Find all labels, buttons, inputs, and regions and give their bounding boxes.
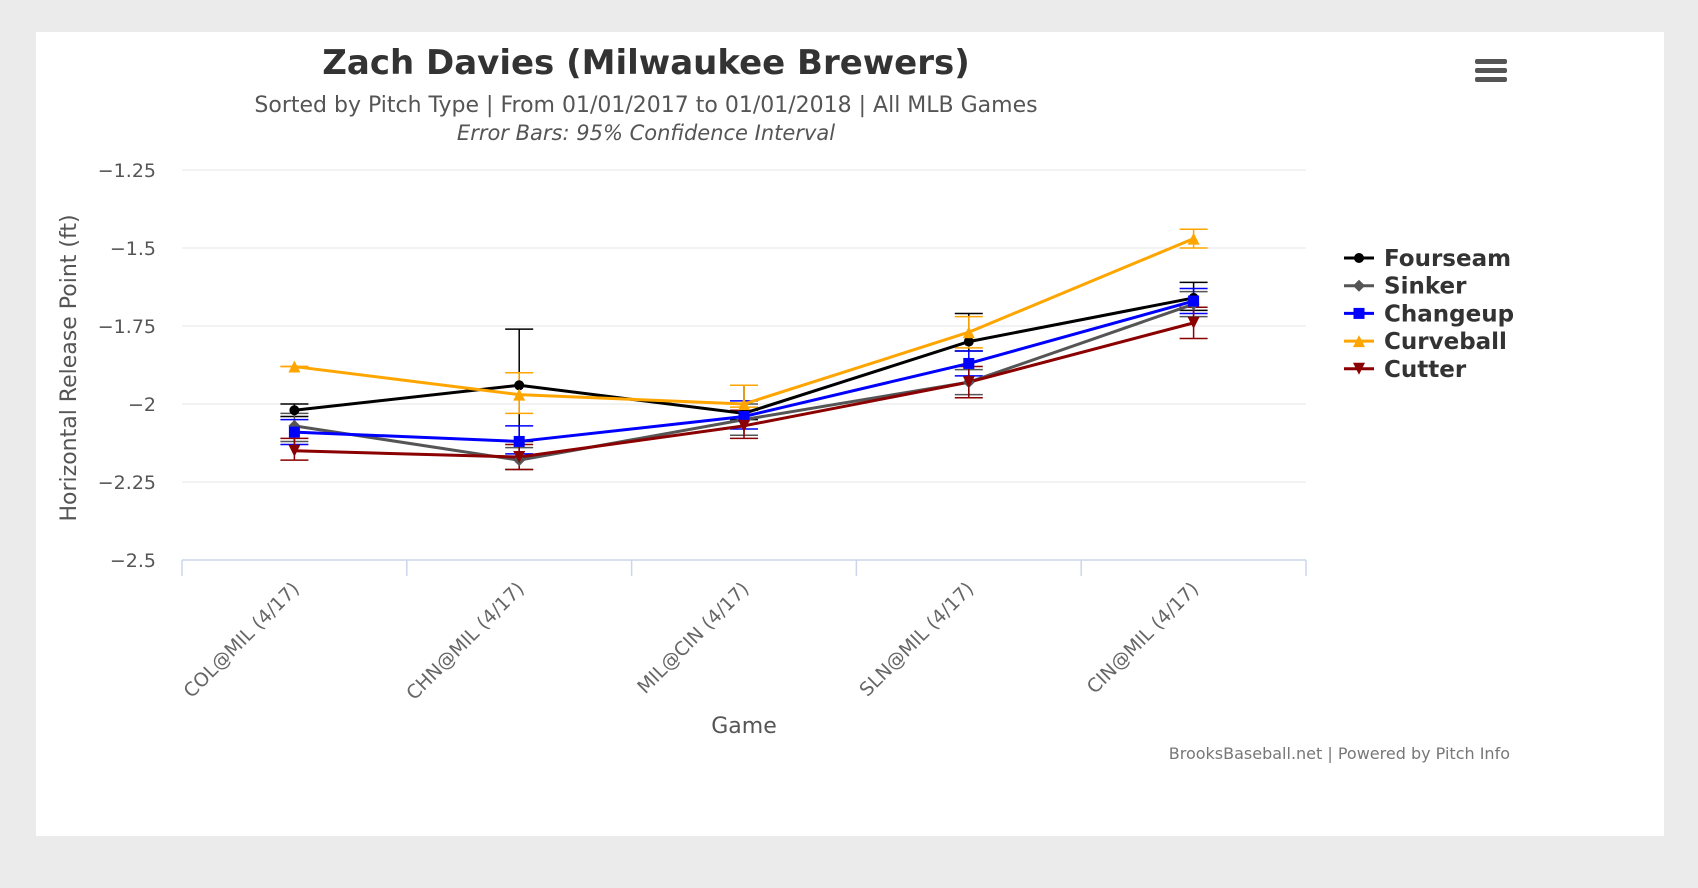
data-point <box>1353 335 1365 348</box>
error-bars <box>280 228 1208 471</box>
chart-subtitle-error-bars: Error Bars: 95% Confidence Interval <box>457 121 835 145</box>
legend-label: Changeup <box>1384 301 1514 327</box>
x-axis <box>181 559 1307 576</box>
legend-item[interactable]: Cutter <box>1344 357 1467 383</box>
line-chart: Zach Davies (Milwaukee Brewers) Sorted b… <box>57 43 1514 763</box>
data-point <box>962 376 975 389</box>
legend-label: Sinker <box>1384 274 1467 300</box>
data-point <box>738 419 750 432</box>
x-axis-ticks: COL@MIL (4/17) CHN@MIL (4/17) MIL@CIN (4/1… <box>180 578 1204 704</box>
x-tick-label: MIL@CIN (4/17) <box>633 578 753 698</box>
data-point <box>738 410 750 422</box>
series-line <box>294 237 1195 406</box>
data-point <box>1187 316 1200 329</box>
data-point <box>288 360 301 373</box>
chart-card: Zach Davies (Milwaukee Brewers) Sorted b… <box>36 32 1664 836</box>
data-point <box>963 357 975 369</box>
legend-item[interactable]: Curveball <box>1344 329 1507 355</box>
legend-label: Cutter <box>1384 357 1467 383</box>
data-point <box>513 451 526 464</box>
y-tick-label: −2.5 <box>110 550 156 572</box>
chart-menu-button[interactable] <box>1474 58 1508 86</box>
data-point <box>1353 279 1365 292</box>
data-point <box>513 435 525 447</box>
legend-label: Fourseam <box>1384 246 1511 272</box>
x-tick-label: CHN@MIL (4/17) <box>402 578 528 704</box>
data-point <box>1187 232 1200 245</box>
data-point <box>1354 253 1364 263</box>
data-point <box>514 380 525 391</box>
data-point <box>738 398 750 410</box>
data-point <box>1353 362 1365 375</box>
credits-text[interactable]: BrooksBaseball.net | Powered by Pitch In… <box>1169 744 1510 763</box>
x-tick-label: CIN@MIL (4/17) <box>1083 578 1203 698</box>
y-axis-ticks: −1.25 −1.5 −1.75 −2 −2.25 −2.5 <box>98 160 156 572</box>
data-point <box>962 326 975 339</box>
y-axis-title: Horizontal Release Point (ft) <box>57 214 82 521</box>
y-tick-label: −2 <box>128 394 156 416</box>
y-tick-label: −2.25 <box>98 472 156 494</box>
data-point <box>1188 295 1200 307</box>
y-tick-label: −1.25 <box>98 160 156 182</box>
chart-subtitle: Sorted by Pitch Type | From 01/01/2017 t… <box>254 93 1037 118</box>
data-point <box>288 426 300 438</box>
data-point <box>513 388 526 401</box>
hamburger-menu-icon <box>1475 59 1507 82</box>
y-tick-label: −1.5 <box>110 238 156 260</box>
y-tick-label: −1.75 <box>98 316 156 338</box>
data-point <box>1353 307 1365 319</box>
data-point <box>963 336 974 347</box>
legend-item[interactable]: Changeup <box>1344 301 1514 327</box>
x-tick-label: SLN@MIL (4/17) <box>855 578 978 701</box>
chart-title: Zach Davies (Milwaukee Brewers) <box>322 43 970 83</box>
x-axis-title: Game <box>711 714 777 739</box>
x-tick-label: COL@MIL (4/17) <box>180 578 304 702</box>
legend-item[interactable]: Fourseam <box>1344 246 1511 272</box>
data-point <box>289 405 300 416</box>
data-point <box>288 444 301 457</box>
grid-lines <box>182 169 1306 483</box>
legend-label: Curveball <box>1384 329 1507 355</box>
series-markers <box>288 232 1200 467</box>
legend-item[interactable]: Sinker <box>1344 274 1467 300</box>
